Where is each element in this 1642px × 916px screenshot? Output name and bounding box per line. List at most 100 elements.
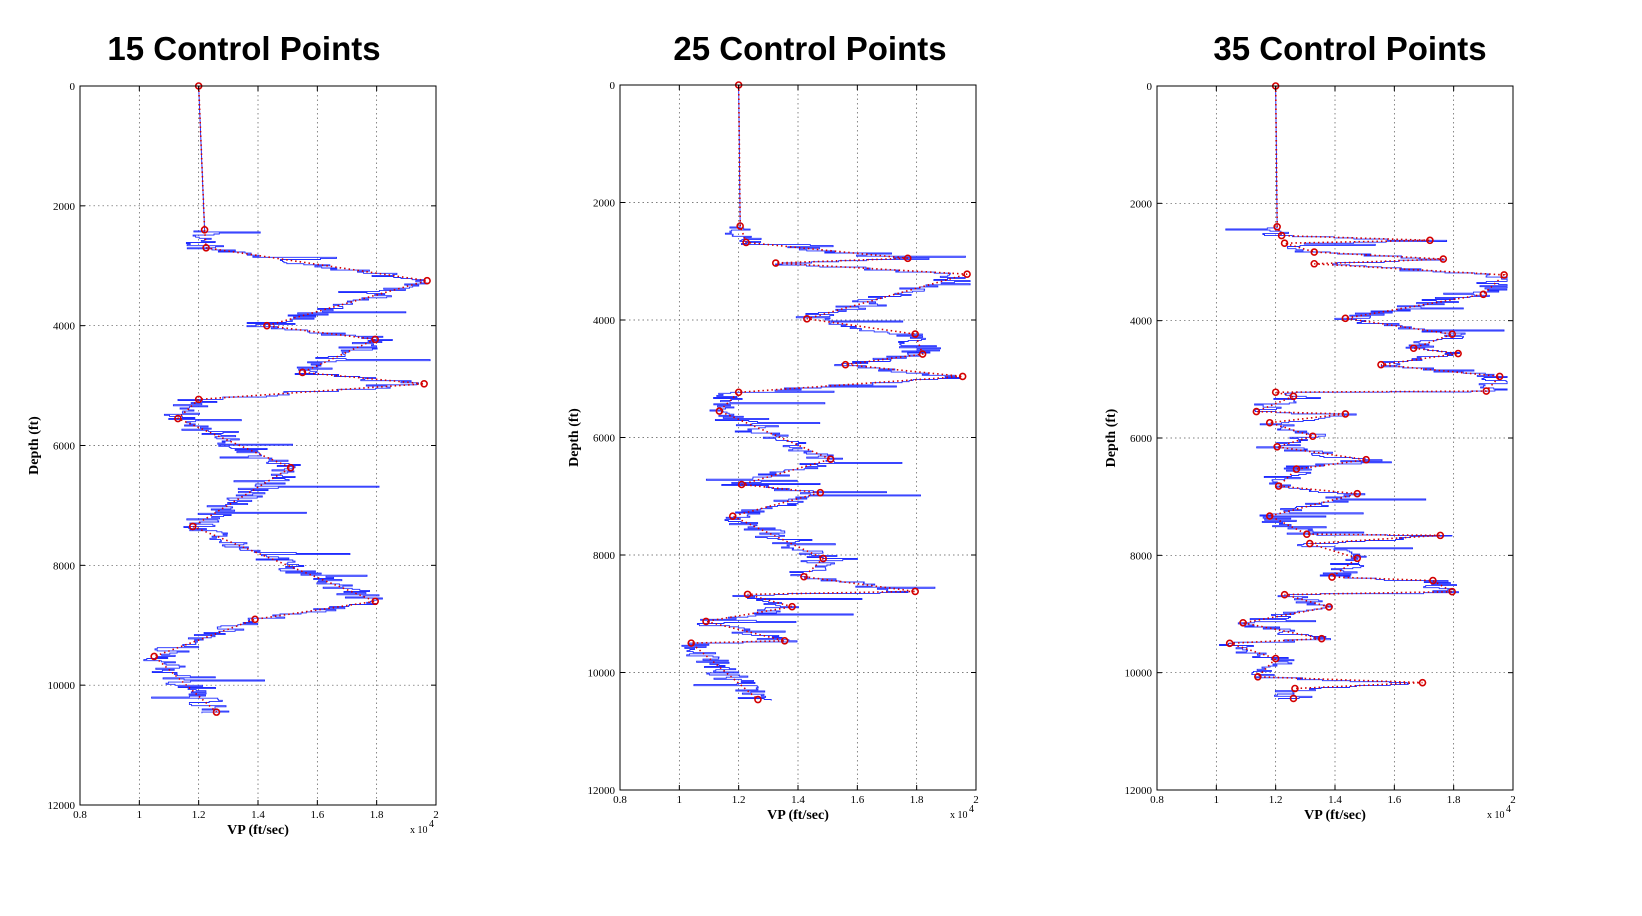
control-point	[728, 512, 737, 521]
y-axis-label: Depth (ft)	[567, 408, 582, 467]
velocity-log-line	[143, 86, 431, 714]
y-tick-label: 10000	[1125, 668, 1153, 680]
control-point	[841, 360, 850, 369]
control-point	[1495, 372, 1504, 381]
control-point	[742, 238, 750, 247]
chart-plot: 0.8 1 1.2 1.4 1.6 1.8 2 0 2000 4000 6000 8000 10000 1…	[27, 81, 439, 838]
x-multiplier-exponent: 4	[429, 819, 434, 830]
control-point	[251, 615, 259, 624]
control-point	[1265, 418, 1274, 427]
x-tick-label: 1.8	[1447, 794, 1461, 806]
y-tick-label: 8000	[593, 550, 616, 562]
control-point	[1479, 290, 1488, 299]
control-point	[1271, 388, 1280, 397]
control-point	[1341, 410, 1350, 418]
y-tick-label: 2000	[593, 198, 616, 210]
y-tick-label: 8000	[53, 560, 76, 572]
control-point	[737, 480, 746, 489]
control-point	[1289, 392, 1298, 401]
y-tick-label: 6000	[53, 441, 76, 453]
control-point	[1436, 531, 1445, 540]
control-point	[420, 379, 428, 388]
y-axis-label: Depth (ft)	[27, 416, 42, 475]
x-tick-label: 0.8	[73, 809, 87, 821]
x-multiplier-exponent: 4	[969, 804, 974, 815]
y-tick-label: 6000	[593, 433, 616, 445]
x-tick-label: 1.6	[310, 809, 324, 821]
x-tick-label: 1.6	[1387, 794, 1401, 806]
y-tick-label: 10000	[588, 668, 616, 680]
control-point	[202, 243, 210, 252]
x-tick-label: 0.8	[1150, 794, 1164, 806]
control-point	[800, 572, 808, 581]
control-point	[1239, 618, 1247, 627]
control-point	[903, 254, 912, 263]
control-point	[702, 617, 710, 626]
control-point	[754, 695, 762, 704]
control-point	[1292, 465, 1301, 473]
control-point	[1280, 239, 1289, 248]
control-point	[194, 395, 203, 404]
x-tick-label: 1.2	[1269, 794, 1283, 806]
control-point-line	[152, 85, 428, 713]
x-tick-label: 0.8	[613, 794, 627, 806]
control-point	[371, 597, 379, 606]
y-tick-label: 12000	[588, 785, 616, 797]
control-point	[1418, 678, 1427, 687]
control-point	[1362, 455, 1370, 464]
control-point	[780, 636, 789, 645]
y-tick-label: 4000	[53, 321, 76, 333]
y-tick-label: 4000	[1130, 316, 1153, 328]
control-point	[1353, 489, 1362, 498]
control-point	[1325, 603, 1333, 611]
control-point	[816, 488, 825, 497]
control-point	[1274, 482, 1283, 490]
chart-panel-15: 15 Control Points 0.8 1 1.2 1.4 1.6 1.8 2 0 2000…	[0, 0, 520, 916]
x-tick-label: 1.8	[370, 809, 384, 821]
control-point	[1341, 314, 1350, 323]
chart-plot: 0.8 1 1.2 1.4 1.6 1.8 2 0 2000 4000 6000 8000 10000 1…	[1104, 81, 1516, 823]
control-point-line	[689, 84, 968, 701]
control-point	[826, 455, 835, 464]
control-point	[1454, 349, 1462, 358]
chart-panel-25: 25 Control Points 0.8 1 1.2 1.4 1.6 1.8 2 0 2000…	[540, 0, 1080, 916]
control-point	[212, 708, 221, 716]
control-point	[1328, 573, 1336, 581]
x-multiplier: x 10	[410, 825, 428, 836]
control-point	[1500, 271, 1508, 279]
y-tick-label: 10000	[48, 680, 76, 692]
chart-title: 35 Control Points	[1213, 30, 1487, 67]
control-point	[1426, 236, 1434, 245]
control-point	[1377, 360, 1385, 369]
control-point	[1252, 407, 1261, 416]
y-tick-label: 12000	[1125, 785, 1153, 797]
x-multiplier-exponent: 4	[1506, 804, 1511, 815]
control-point	[150, 652, 158, 661]
control-point	[286, 463, 295, 472]
control-point	[788, 602, 796, 611]
control-point	[1308, 432, 1317, 441]
control-point	[174, 414, 182, 423]
control-point	[911, 330, 919, 338]
chart-plot: 0.8 1 1.2 1.4 1.6 1.8 2 0 2000 4000 6000 8000 10000 1…	[567, 80, 979, 823]
control-point	[1448, 587, 1456, 596]
control-point	[1271, 654, 1280, 663]
control-point	[1273, 442, 1281, 451]
x-axis-label: VP (ft/sec)	[227, 823, 289, 838]
x-axis-label: VP (ft/sec)	[767, 808, 829, 823]
y-tick-label: 4000	[593, 315, 616, 327]
control-point	[1225, 639, 1234, 648]
x-tick-label: 1	[677, 794, 683, 806]
control-point	[911, 587, 919, 596]
x-tick-label: 1	[137, 809, 143, 821]
control-point	[963, 270, 971, 278]
control-point	[1277, 231, 1286, 240]
control-point	[1273, 223, 1281, 231]
control-point-line	[1229, 85, 1507, 699]
control-point	[1254, 672, 1262, 681]
control-point	[263, 321, 271, 330]
control-point	[1448, 330, 1456, 338]
x-tick-label: 2	[973, 794, 979, 806]
control-point	[918, 350, 927, 358]
x-multiplier: x 10	[1487, 810, 1505, 821]
